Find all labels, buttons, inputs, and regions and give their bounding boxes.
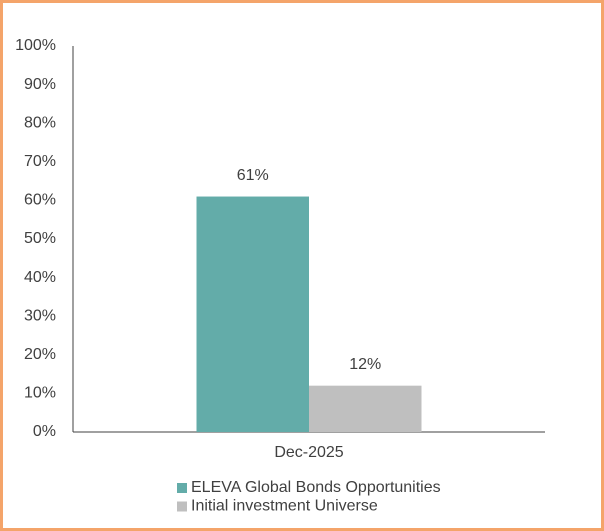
y-tick-label: 40%	[24, 269, 56, 286]
legend-label: ELEVA Global Bonds Opportunities	[191, 479, 441, 496]
y-tick-label: 0%	[33, 423, 56, 440]
y-tick-label: 80%	[24, 114, 56, 131]
y-tick-label: 90%	[24, 76, 56, 93]
y-tick-label: 50%	[24, 230, 56, 247]
y-tick-label: 70%	[24, 153, 56, 170]
bar	[309, 385, 422, 432]
y-tick-label: 60%	[24, 192, 56, 209]
y-tick-label: 30%	[24, 307, 56, 324]
value-label: 61%	[237, 167, 269, 184]
y-tick-label: 10%	[24, 385, 56, 402]
value-label: 12%	[349, 356, 381, 373]
legend-swatch	[177, 483, 187, 493]
y-tick-label: 100%	[15, 37, 56, 54]
legend-label: Initial investment Universe	[191, 498, 378, 515]
x-tick-label: Dec-2025	[274, 444, 343, 461]
y-tick-label: 20%	[24, 346, 56, 363]
legend-swatch	[177, 501, 187, 512]
bar	[196, 196, 309, 432]
